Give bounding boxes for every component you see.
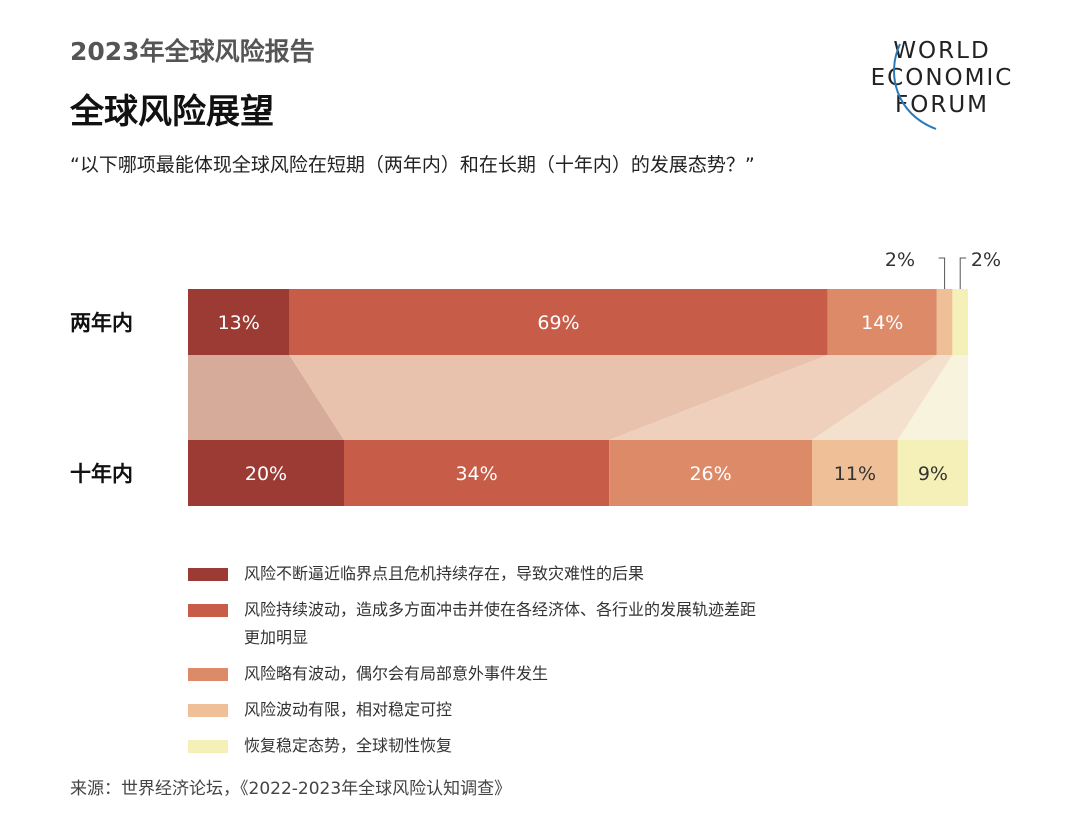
legend-swatch (188, 604, 228, 617)
legend-item: 风险不断逼近临界点且危机持续存在，导致灾难性的后果 (188, 560, 764, 588)
chart-legend: 风险不断逼近临界点且危机持续存在，导致灾难性的后果风险持续波动，造成多方面冲击并… (188, 560, 764, 768)
source-note: 来源：世界经济论坛，《2022-2023年全球风险认知调查》 (70, 779, 512, 799)
legend-label: 恢复稳定态势，全球韧性恢复 (244, 736, 453, 755)
data-label: 11% (834, 463, 876, 485)
bar-segment (897, 440, 968, 506)
page-title: 全球风险展望 (70, 92, 274, 132)
legend-swatch (188, 568, 228, 581)
flow-band (289, 355, 828, 440)
bar-segment (188, 289, 290, 355)
legend-item: 风险持续波动，造成多方面冲击并使在各经济体、各行业的发展轨迹差距更加明显 (188, 596, 764, 652)
stacked-bar-chart: 两年内 13% 69% 14% 十年内 20% 34% 26% 11% 9% 2% 2% (70, 249, 1001, 506)
report-title: 2023年全球风险报告 (70, 37, 315, 66)
data-label: 26% (689, 463, 731, 485)
data-label: 20% (245, 463, 287, 485)
wef-logo: WORLD ECONOMIC FORUM (852, 38, 1032, 130)
legend-swatch (188, 704, 228, 717)
bar-segment (936, 289, 953, 355)
flow-band (188, 355, 344, 440)
data-label: 69% (537, 312, 579, 334)
bar-segment (289, 289, 828, 355)
bar-segment (827, 289, 937, 355)
flow-band (812, 355, 953, 440)
data-label: 13% (218, 312, 260, 334)
callout-line (938, 257, 946, 289)
legend-label: 风险持续波动，造成多方面冲击并使在各经济体、各行业的发展轨迹差距更加明显 (244, 600, 757, 647)
callout-line (959, 257, 967, 289)
flow-band (609, 355, 937, 440)
bar-segment (812, 440, 898, 506)
survey-question: “以下哪项最能体现全球风险在短期（两年内）和在长期（十年内）的发展态势？” (70, 154, 755, 176)
category-label: 十年内 (70, 462, 133, 486)
logo-arc-icon (893, 43, 937, 130)
logo-line-1: WORLD (893, 38, 991, 64)
flow-band (897, 355, 968, 440)
legend-item: 风险波动有限，相对稳定可控 (188, 696, 764, 724)
data-label: 9% (918, 463, 948, 485)
callout-label: 2% (885, 249, 915, 271)
bar-segment (344, 440, 610, 506)
data-label: 14% (861, 312, 903, 334)
legend-swatch (188, 740, 228, 753)
data-label: 34% (455, 463, 497, 485)
callout-label: 2% (971, 249, 1001, 271)
legend-label: 风险不断逼近临界点且危机持续存在，导致灾难性的后果 (244, 564, 645, 583)
bar-segment (188, 440, 344, 506)
category-label: 两年内 (70, 311, 133, 335)
legend-item: 恢复稳定态势，全球韧性恢复 (188, 732, 764, 760)
legend-label: 风险波动有限，相对稳定可控 (244, 700, 453, 719)
legend-swatch (188, 668, 228, 681)
bar-segment (609, 440, 812, 506)
legend-item: 风险略有波动，偶尔会有局部意外事件发生 (188, 660, 764, 688)
legend-label: 风险略有波动，偶尔会有局部意外事件发生 (244, 664, 549, 683)
bar-segment (952, 289, 968, 355)
